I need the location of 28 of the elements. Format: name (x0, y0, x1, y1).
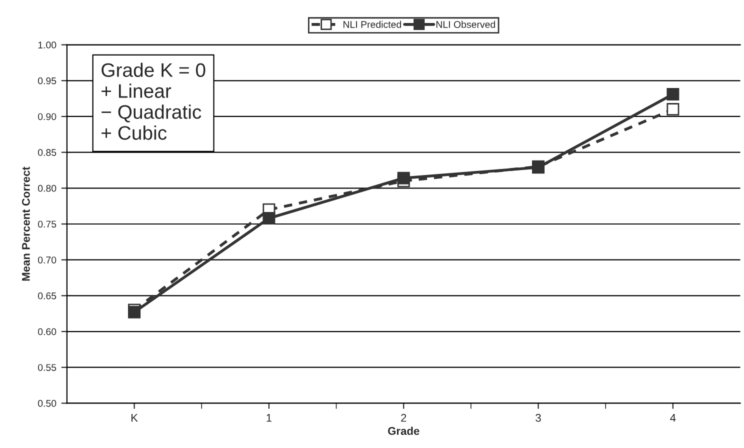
y-tick-label: 1.00 (38, 42, 56, 48)
y-tick-label: 0.55 (38, 364, 56, 371)
y-tick-label: 0.80 (38, 184, 56, 192)
y-tick-label: 0.70 (38, 256, 56, 264)
point (666, 103, 680, 116)
y-tick-label: 0.90 (38, 113, 56, 120)
x-tick-label: 4 (670, 414, 676, 422)
legend-label: NLI Observed (436, 20, 496, 28)
y-tick-label: 0.65 (38, 292, 56, 300)
y-tick-label: 0.85 (38, 149, 56, 156)
x-tick-label: 3 (536, 414, 541, 422)
y-tick-label: 0.50 (38, 400, 56, 407)
annotation: Grade K = 0 (102, 62, 206, 78)
annotation: + Linear (102, 84, 172, 98)
y-tick-label: 0.75 (38, 220, 56, 228)
annotation: + Cubic (102, 126, 167, 140)
y-tick-label: 0.60 (38, 328, 56, 336)
y-axis-title: Mean Percent Correct (22, 166, 30, 281)
annotation: − Quadratic (102, 104, 202, 122)
legend-label: NLI Predicted (344, 20, 401, 28)
point (262, 212, 276, 225)
x-tick-label: 1 (266, 414, 272, 422)
x-axis-title: Grade (388, 426, 420, 435)
x-tick-label: 2 (401, 414, 406, 422)
y-tick-label: 0.95 (38, 77, 56, 84)
x-tick-label: K (132, 414, 138, 422)
point (666, 88, 680, 101)
point (397, 172, 410, 184)
